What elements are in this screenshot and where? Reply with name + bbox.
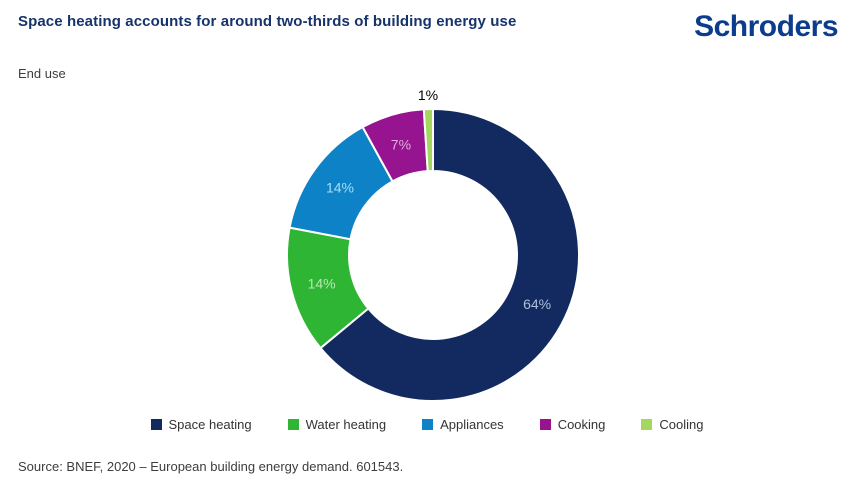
legend-swatch-icon — [539, 419, 551, 430]
legend-item-space-heating: Space heating — [150, 417, 252, 432]
legend-label: Water heating — [305, 417, 387, 432]
legend-label: Appliances — [440, 417, 504, 432]
legend-item-water-heating: Water heating — [287, 417, 387, 432]
legend-swatch-icon — [641, 419, 653, 430]
legend-swatch-icon — [287, 419, 299, 430]
legend-swatch-icon — [150, 419, 162, 430]
legend-item-cooking: Cooking — [539, 417, 606, 432]
chart-title: Space heating accounts for around two-th… — [18, 13, 517, 30]
slice-space-heating — [319, 107, 581, 402]
slice-value-label-water-heating: 14% — [308, 276, 336, 292]
legend-swatch-icon — [422, 419, 434, 430]
source-note: Source: BNEF, 2020 – European building e… — [18, 459, 404, 474]
legend-label: Cooking — [557, 417, 606, 432]
legend-label: Space heating — [168, 417, 252, 432]
slice-cooling — [422, 107, 434, 173]
legend-label: Cooling — [659, 417, 704, 432]
slice-value-label-space-heating: 64% — [523, 296, 551, 312]
series-label: End use — [18, 66, 66, 81]
legend-item-cooling: Cooling — [641, 417, 703, 432]
slice-value-label-cooling: 1% — [418, 87, 438, 103]
chart-legend: Space heating Water heating Appliances Cook… — [0, 417, 854, 432]
slice-value-label-appliances: 14% — [326, 179, 354, 195]
schroders-logo: Schroders — [694, 10, 838, 43]
legend-item-appliances: Appliances — [422, 417, 504, 432]
slice-value-label-cooking: 7% — [391, 137, 411, 153]
